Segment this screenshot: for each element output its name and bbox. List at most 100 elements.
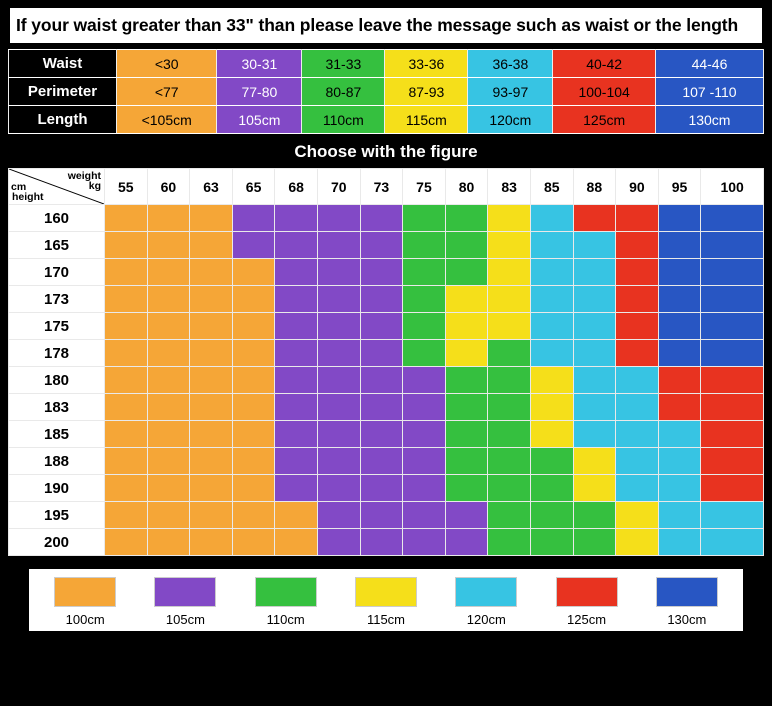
grid-cell bbox=[616, 448, 659, 475]
grid-cell bbox=[105, 232, 148, 259]
grid-cell bbox=[190, 475, 233, 502]
grid-cell bbox=[105, 313, 148, 340]
grid-cell bbox=[573, 286, 616, 313]
grid-cell bbox=[232, 313, 275, 340]
size-cell: 107 -110 bbox=[655, 78, 763, 106]
legend-label: 130cm bbox=[667, 612, 706, 627]
grid-cell bbox=[275, 232, 318, 259]
grid-cell bbox=[147, 529, 190, 556]
grid-cell bbox=[445, 340, 488, 367]
grid-cell bbox=[105, 502, 148, 529]
grid-cell bbox=[360, 394, 403, 421]
grid-cell bbox=[616, 475, 659, 502]
grid-cell bbox=[232, 259, 275, 286]
grid-cell bbox=[105, 286, 148, 313]
grid-cell bbox=[488, 448, 531, 475]
grid-cell bbox=[317, 313, 360, 340]
grid-cell bbox=[701, 529, 764, 556]
size-cell: <30 bbox=[117, 50, 217, 78]
grid-cell bbox=[701, 340, 764, 367]
grid-cell bbox=[573, 394, 616, 421]
grid-cell bbox=[616, 502, 659, 529]
grid-cell bbox=[701, 367, 764, 394]
grid-cell bbox=[190, 286, 233, 313]
grid-cell bbox=[360, 205, 403, 232]
grid-row-header: 200 bbox=[9, 529, 105, 556]
grid-cell bbox=[616, 340, 659, 367]
grid-cell bbox=[360, 232, 403, 259]
size-cell: 30-31 bbox=[217, 50, 302, 78]
grid-cell bbox=[147, 421, 190, 448]
grid-cell bbox=[488, 529, 531, 556]
grid-cell bbox=[658, 232, 701, 259]
legend-item: 130cm bbox=[656, 577, 718, 627]
legend-swatch bbox=[656, 577, 718, 607]
grid-row-header: 175 bbox=[9, 313, 105, 340]
choose-title: Choose with the figure bbox=[0, 142, 772, 162]
grid-cell bbox=[360, 367, 403, 394]
grid-cell bbox=[190, 340, 233, 367]
grid-row-header: 195 bbox=[9, 502, 105, 529]
grid-cell bbox=[147, 259, 190, 286]
grid-cell bbox=[403, 367, 446, 394]
grid-cell bbox=[573, 313, 616, 340]
grid-cell bbox=[616, 421, 659, 448]
grid-cell bbox=[445, 421, 488, 448]
size-cell: 125cm bbox=[553, 106, 656, 134]
grid-col-header: 80 bbox=[445, 169, 488, 205]
grid-cell bbox=[403, 205, 446, 232]
grid-cell bbox=[232, 340, 275, 367]
legend-swatch bbox=[154, 577, 216, 607]
grid-cell bbox=[658, 448, 701, 475]
grid-cell bbox=[317, 475, 360, 502]
grid-cell bbox=[701, 502, 764, 529]
grid-cell bbox=[232, 232, 275, 259]
grid-cell bbox=[275, 286, 318, 313]
grid-cell bbox=[105, 421, 148, 448]
grid-cell bbox=[360, 421, 403, 448]
grid-cell bbox=[403, 286, 446, 313]
grid-cell bbox=[488, 313, 531, 340]
grid-col-header: 70 bbox=[317, 169, 360, 205]
grid-cell bbox=[445, 367, 488, 394]
grid-cell bbox=[658, 313, 701, 340]
grid-cell bbox=[403, 475, 446, 502]
size-cell: 105cm bbox=[217, 106, 302, 134]
grid-cell bbox=[658, 340, 701, 367]
legend-swatch bbox=[54, 577, 116, 607]
grid-cell bbox=[658, 475, 701, 502]
grid-cell bbox=[403, 529, 446, 556]
grid-cell bbox=[573, 475, 616, 502]
grid-cell bbox=[488, 394, 531, 421]
legend-swatch bbox=[556, 577, 618, 607]
grid-cell bbox=[232, 475, 275, 502]
size-cell: 80-87 bbox=[302, 78, 385, 106]
grid-row-header: 173 bbox=[9, 286, 105, 313]
legend-label: 110cm bbox=[267, 612, 305, 627]
grid-cell bbox=[190, 232, 233, 259]
grid-cell bbox=[317, 502, 360, 529]
grid-cell bbox=[530, 313, 573, 340]
grid-cell bbox=[360, 286, 403, 313]
grid-cell bbox=[190, 367, 233, 394]
grid-cell bbox=[573, 502, 616, 529]
grid-cell bbox=[488, 475, 531, 502]
grid-row-header: 170 bbox=[9, 259, 105, 286]
grid-row-header: 165 bbox=[9, 232, 105, 259]
grid-col-header: 83 bbox=[488, 169, 531, 205]
grid-col-header: 60 bbox=[147, 169, 190, 205]
grid-row-header: 180 bbox=[9, 367, 105, 394]
grid-cell bbox=[658, 259, 701, 286]
grid-cell bbox=[105, 259, 148, 286]
legend-item: 105cm bbox=[154, 577, 216, 627]
size-cell: 33-36 bbox=[385, 50, 468, 78]
grid-cell bbox=[317, 340, 360, 367]
size-cell: <77 bbox=[117, 78, 217, 106]
grid-row-header: 188 bbox=[9, 448, 105, 475]
legend-swatch bbox=[355, 577, 417, 607]
grid-cell bbox=[573, 367, 616, 394]
grid-cell bbox=[488, 259, 531, 286]
size-cell: <105cm bbox=[117, 106, 217, 134]
grid-cell bbox=[488, 340, 531, 367]
grid-col-header: 90 bbox=[616, 169, 659, 205]
